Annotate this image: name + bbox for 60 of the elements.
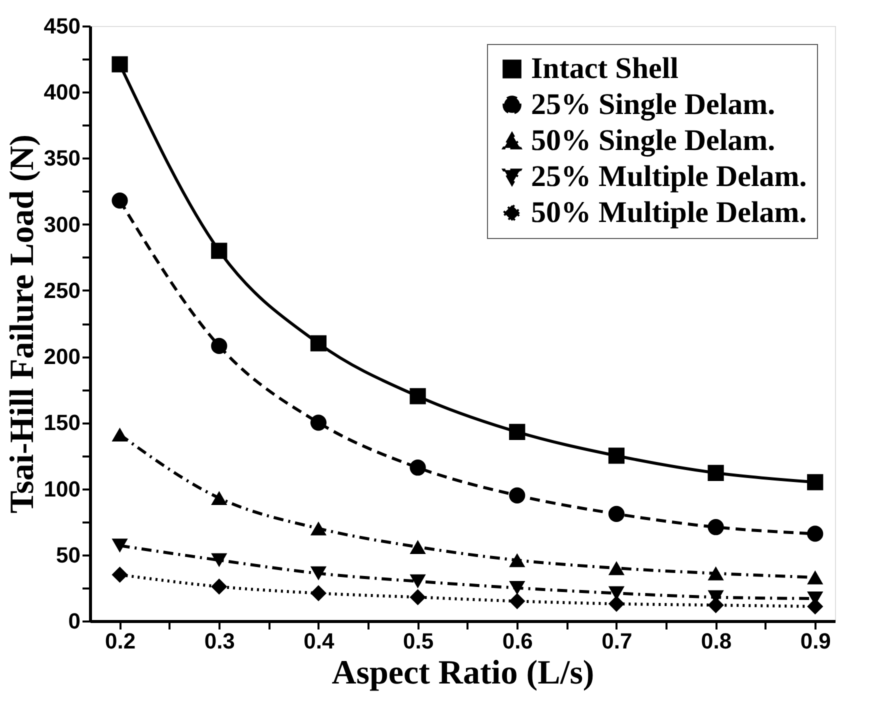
- point: [509, 580, 526, 595]
- point: [310, 414, 327, 431]
- y-tick-label: 300: [44, 212, 80, 237]
- point: [211, 338, 228, 354]
- point: [410, 460, 426, 476]
- y-tick-label: 200: [44, 344, 80, 370]
- point: [708, 566, 724, 580]
- point: [608, 596, 625, 612]
- x-tick-label: 0.2: [105, 628, 136, 654]
- y-axis-title: Tsai-Hill Failure Load (N): [4, 134, 41, 514]
- point: [608, 448, 625, 464]
- x-tick-label: 0.6: [502, 628, 533, 654]
- point: [112, 428, 128, 442]
- x-tick-label: 0.8: [701, 628, 732, 654]
- legend-label: 50% Multiple Delam.: [531, 196, 807, 229]
- point: [211, 242, 228, 259]
- point: [608, 506, 625, 522]
- point: [112, 538, 128, 553]
- point: [211, 553, 228, 568]
- point: [410, 540, 426, 554]
- point: [410, 388, 426, 404]
- point: [211, 578, 228, 595]
- legend-label: 50% Single Delam.: [531, 124, 776, 157]
- point: [310, 521, 327, 536]
- point: [310, 566, 327, 580]
- point: [509, 487, 526, 504]
- y-tick-label: 150: [44, 410, 80, 436]
- point: [509, 593, 526, 610]
- y-tick-label: 350: [44, 146, 80, 171]
- x-tick-label: 0.5: [403, 628, 434, 654]
- legend-label: Intact Shell: [531, 52, 679, 85]
- point: [807, 474, 824, 490]
- y-tick-label: 50: [56, 542, 80, 568]
- point: [807, 526, 824, 542]
- legend-label: 25% Single Delam.: [531, 88, 776, 121]
- point: [410, 589, 426, 606]
- y-tick-label: 450: [44, 14, 80, 38]
- x-tick-label: 0.9: [800, 628, 831, 654]
- legend-label: 25% Multiple Delam.: [531, 160, 807, 193]
- point: [708, 519, 724, 536]
- y-tick-label: 0: [68, 608, 80, 634]
- point: [608, 561, 625, 576]
- x-axis-title: Aspect Ratio (L/s): [332, 654, 594, 692]
- y-tick-label: 250: [44, 278, 80, 303]
- point: [310, 585, 327, 602]
- point: [410, 574, 426, 588]
- point: [708, 464, 724, 481]
- point: [112, 192, 128, 209]
- point: [112, 566, 128, 583]
- x-tick-label: 0.3: [204, 628, 235, 654]
- y-tick-label: 100: [44, 476, 80, 502]
- x-tick-label: 0.4: [304, 628, 336, 654]
- x-tick-label: 0.7: [602, 628, 632, 654]
- y-tick-label: 400: [44, 80, 80, 105]
- point: [112, 56, 128, 72]
- point: [310, 335, 327, 352]
- point: [807, 570, 824, 584]
- point: [509, 553, 526, 568]
- point: [509, 424, 526, 440]
- point: [211, 491, 228, 506]
